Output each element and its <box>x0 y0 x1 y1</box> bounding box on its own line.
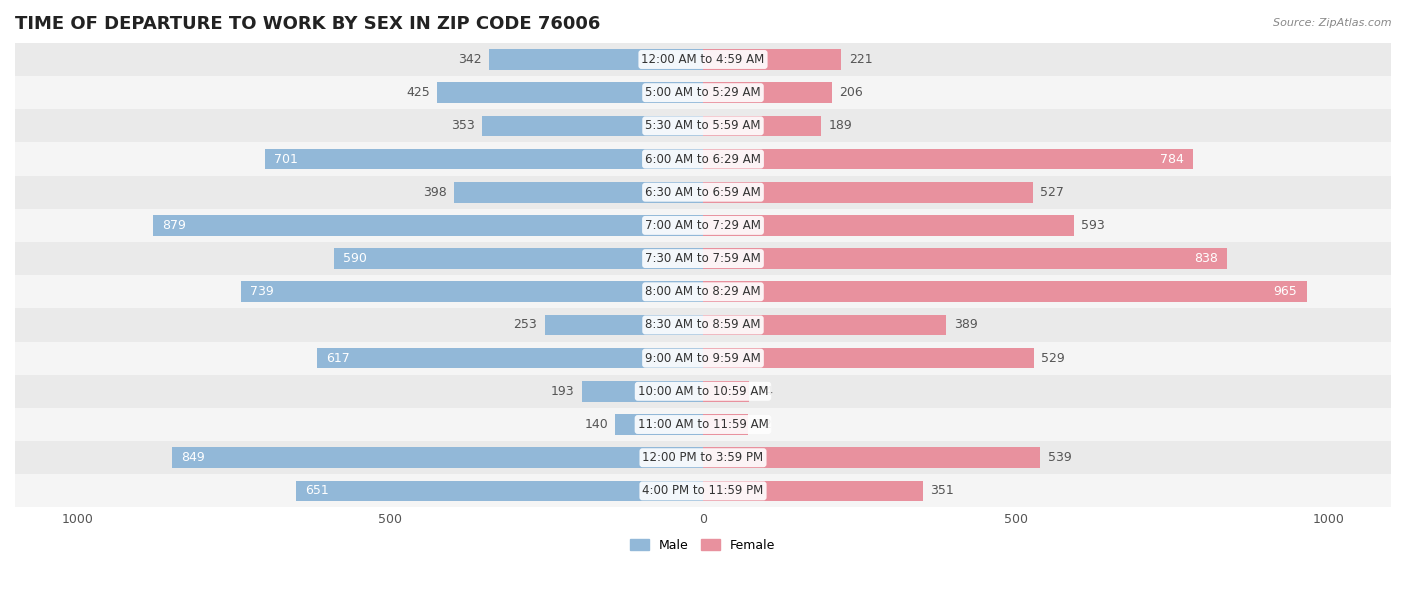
Bar <box>703 381 749 402</box>
Text: 7:30 AM to 7:59 AM: 7:30 AM to 7:59 AM <box>645 252 761 265</box>
Bar <box>0 408 1406 441</box>
Bar <box>0 109 1406 142</box>
Text: 353: 353 <box>451 120 475 132</box>
Text: 12:00 AM to 4:59 AM: 12:00 AM to 4:59 AM <box>641 53 765 66</box>
Bar <box>0 375 1406 408</box>
Text: 140: 140 <box>583 418 607 431</box>
Text: 539: 539 <box>1047 451 1071 464</box>
Bar <box>703 248 1227 269</box>
Text: 701: 701 <box>274 152 298 165</box>
Bar <box>703 315 946 335</box>
Bar <box>703 149 1194 170</box>
Text: 12:00 PM to 3:59 PM: 12:00 PM to 3:59 PM <box>643 451 763 464</box>
Bar <box>616 414 703 435</box>
Text: 838: 838 <box>1194 252 1218 265</box>
Text: 739: 739 <box>250 285 274 298</box>
Text: 590: 590 <box>343 252 367 265</box>
Text: 425: 425 <box>406 86 430 99</box>
Text: 5:00 AM to 5:29 AM: 5:00 AM to 5:29 AM <box>645 86 761 99</box>
Text: 4:00 PM to 11:59 PM: 4:00 PM to 11:59 PM <box>643 484 763 497</box>
Bar <box>489 49 703 70</box>
Bar <box>0 474 1406 508</box>
Text: 398: 398 <box>423 186 447 199</box>
Text: 11:00 AM to 11:59 AM: 11:00 AM to 11:59 AM <box>638 418 768 431</box>
Text: 6:30 AM to 6:59 AM: 6:30 AM to 6:59 AM <box>645 186 761 199</box>
Text: 6:00 AM to 6:29 AM: 6:00 AM to 6:29 AM <box>645 152 761 165</box>
Bar <box>0 242 1406 275</box>
Bar <box>153 215 703 236</box>
Bar <box>0 142 1406 176</box>
Bar <box>703 447 1040 468</box>
Text: 10:00 AM to 10:59 AM: 10:00 AM to 10:59 AM <box>638 385 768 398</box>
Bar <box>0 43 1406 76</box>
Text: 351: 351 <box>929 484 953 497</box>
Text: 965: 965 <box>1274 285 1298 298</box>
Text: 72: 72 <box>755 418 772 431</box>
Bar <box>0 275 1406 308</box>
Text: 193: 193 <box>551 385 575 398</box>
Bar <box>0 308 1406 342</box>
Bar <box>703 82 832 103</box>
Text: 527: 527 <box>1040 186 1064 199</box>
Bar <box>437 82 703 103</box>
Text: 389: 389 <box>953 318 977 331</box>
Bar <box>703 215 1074 236</box>
Text: 7:00 AM to 7:29 AM: 7:00 AM to 7:29 AM <box>645 219 761 232</box>
Text: 784: 784 <box>1160 152 1184 165</box>
Bar <box>582 381 703 402</box>
Bar <box>0 441 1406 474</box>
Bar <box>703 481 922 501</box>
Text: 8:00 AM to 8:29 AM: 8:00 AM to 8:29 AM <box>645 285 761 298</box>
Bar <box>335 248 703 269</box>
Bar <box>703 281 1306 302</box>
Text: 879: 879 <box>163 219 187 232</box>
Text: 342: 342 <box>458 53 482 66</box>
Text: 651: 651 <box>305 484 329 497</box>
Text: Source: ZipAtlas.com: Source: ZipAtlas.com <box>1274 18 1392 28</box>
Text: 5:30 AM to 5:59 AM: 5:30 AM to 5:59 AM <box>645 120 761 132</box>
Text: 74: 74 <box>756 385 773 398</box>
Text: 8:30 AM to 8:59 AM: 8:30 AM to 8:59 AM <box>645 318 761 331</box>
Text: 253: 253 <box>513 318 537 331</box>
Text: 849: 849 <box>181 451 205 464</box>
Bar <box>0 342 1406 375</box>
Bar <box>172 447 703 468</box>
Bar <box>703 414 748 435</box>
Text: 206: 206 <box>839 86 863 99</box>
Bar <box>264 149 703 170</box>
Bar <box>703 115 821 136</box>
Text: TIME OF DEPARTURE TO WORK BY SEX IN ZIP CODE 76006: TIME OF DEPARTURE TO WORK BY SEX IN ZIP … <box>15 15 600 33</box>
Bar <box>0 76 1406 109</box>
Bar <box>454 182 703 202</box>
Legend: Male, Female: Male, Female <box>626 534 780 557</box>
Bar <box>703 348 1033 368</box>
Bar <box>0 209 1406 242</box>
Bar <box>703 49 841 70</box>
Text: 189: 189 <box>828 120 852 132</box>
Bar <box>544 315 703 335</box>
Text: 593: 593 <box>1081 219 1105 232</box>
Bar <box>318 348 703 368</box>
Bar <box>482 115 703 136</box>
Text: 529: 529 <box>1042 352 1066 365</box>
Text: 9:00 AM to 9:59 AM: 9:00 AM to 9:59 AM <box>645 352 761 365</box>
Text: 617: 617 <box>326 352 350 365</box>
Text: 221: 221 <box>849 53 872 66</box>
Bar <box>295 481 703 501</box>
Bar <box>0 176 1406 209</box>
Bar <box>703 182 1032 202</box>
Bar <box>240 281 703 302</box>
